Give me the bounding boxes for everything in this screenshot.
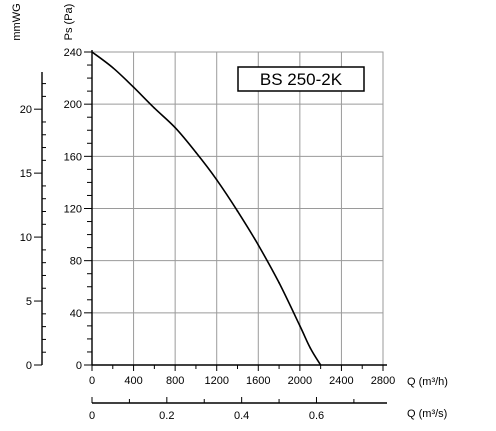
secondary-x-tick-label: 0.2 — [159, 410, 174, 422]
x-tick-label: 400 — [124, 375, 142, 387]
x-tick-label: 2000 — [288, 375, 312, 387]
data-point — [319, 364, 322, 366]
axes — [41, 50, 387, 404]
data-point — [132, 86, 135, 89]
data-point — [299, 325, 301, 327]
secondary-x-tick-label: 0.4 — [234, 410, 249, 422]
y-tick-label: 120 — [64, 204, 82, 216]
data-point — [215, 179, 218, 181]
mmwg-axis-label: mmWG — [11, 3, 23, 40]
y-tick-label: 0 — [76, 360, 82, 372]
x-tick-label: 800 — [166, 375, 184, 387]
y-tick-label: 200 — [64, 99, 82, 111]
data-point — [174, 126, 176, 129]
data-point — [309, 347, 312, 349]
mmwg-tick-label: 15 — [20, 168, 32, 180]
data-point — [236, 210, 239, 212]
data-point — [257, 244, 260, 246]
secondary-x-tick-label: 0 — [89, 410, 95, 422]
chart-title: BS 250-2K — [260, 70, 343, 89]
data-point — [195, 151, 197, 154]
mmwg-tick-label: 10 — [20, 232, 32, 244]
secondary-x-tick-label: 0.6 — [309, 410, 324, 422]
model-label-box — [237, 66, 365, 92]
ps-axis-label: Ps (Pa) — [63, 4, 75, 41]
mmwg-tick-label: 0 — [26, 360, 32, 372]
data-point — [111, 66, 114, 69]
y-tick-label: 240 — [64, 47, 82, 59]
x-tick-label: 1200 — [204, 375, 228, 387]
y-tick-label: 160 — [64, 151, 82, 163]
x-tick-label: 2400 — [329, 375, 353, 387]
x-tick-label: 1600 — [246, 375, 270, 387]
mmwg-tick-label: 20 — [20, 104, 32, 116]
x-tick-label: 2800 — [371, 375, 395, 387]
curve-layer — [91, 51, 322, 366]
grid — [91, 51, 384, 366]
y-tick-label: 80 — [70, 256, 82, 268]
secondary-x-axis-label: Q (m³/s) — [407, 408, 447, 420]
data-point — [91, 51, 93, 53]
data-point — [278, 282, 280, 284]
data-point — [153, 107, 156, 109]
x-tick-label: 0 — [89, 375, 95, 387]
x-axis-label: Q (m³/h) — [407, 376, 448, 388]
y-tick-label: 40 — [70, 308, 82, 320]
mmwg-tick-label: 5 — [26, 296, 32, 308]
